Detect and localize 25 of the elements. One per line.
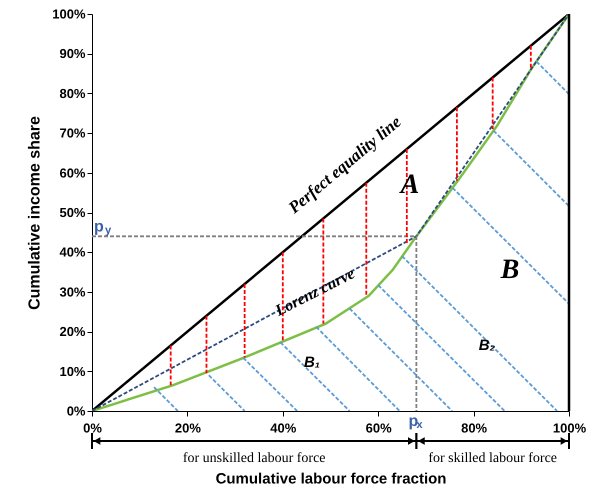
annotation: B (500, 254, 520, 285)
y-axis-title: Cumulative income share (26, 116, 44, 310)
text: for unskilled labour force (182, 451, 326, 466)
y-tick-label: 60% (59, 165, 86, 180)
y-tick-label: 40% (59, 244, 86, 260)
x-tick-label: 20% (174, 420, 202, 436)
x-tick-label: 0% (83, 420, 102, 436)
y-tick-label: 80% (59, 86, 86, 101)
x-tick-label: 100% (552, 420, 587, 436)
y-tick-label: 0% (66, 404, 86, 418)
annotation: B₂ (478, 337, 496, 354)
x-axis-title: Cumulative labour force fraction (216, 470, 446, 488)
y-tick-label: 10% (59, 364, 86, 379)
y-tick-label: 30% (59, 284, 86, 300)
y-tick-label: 100% (52, 6, 86, 22)
x-tick-label: 40% (270, 420, 297, 436)
text: for skilled labour force (428, 451, 558, 466)
x-tick-label: 80% (461, 420, 488, 436)
y-tick-label: 50% (59, 205, 86, 220)
x-tick-label: 60% (366, 420, 392, 436)
y-tick-label: 20% (59, 324, 86, 340)
annotation: A (398, 169, 420, 200)
y-tick-label: 70% (59, 126, 86, 141)
y-tick-label: 90% (59, 46, 86, 62)
annotation: B₁ (304, 354, 320, 371)
